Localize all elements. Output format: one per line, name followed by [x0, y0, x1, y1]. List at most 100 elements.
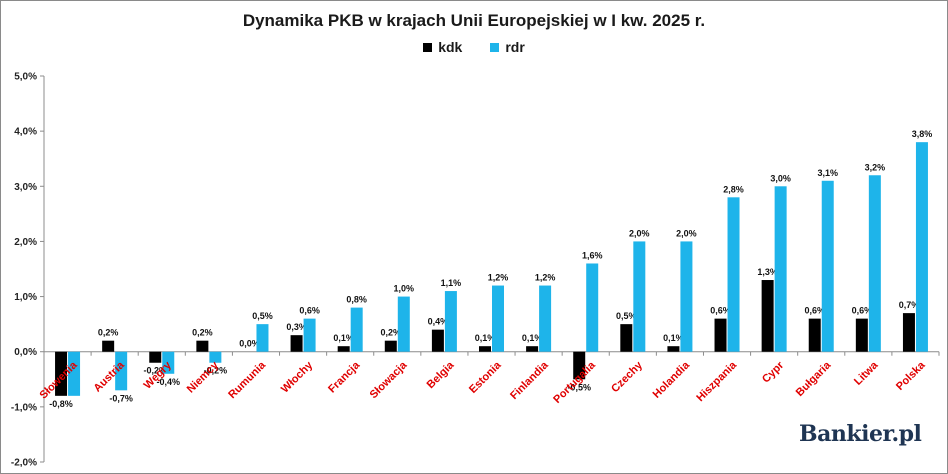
legend-label-kdk: kdk [438, 39, 463, 55]
bar-kdk [290, 335, 303, 352]
y-tick-label: 4,0% [14, 127, 37, 138]
category-label: Czechy [609, 359, 645, 395]
bar-kdk [431, 329, 444, 352]
data-label-rdr: 1,6% [582, 250, 603, 260]
bar-kdk [620, 324, 633, 352]
bar-rdr [256, 324, 269, 352]
bar-kdk [714, 318, 727, 352]
data-label-kdk: 1,3% [757, 267, 778, 277]
y-tick-label: -2,0% [11, 458, 37, 469]
data-label-kdk: 0,0% [239, 339, 260, 349]
data-label-rdr: 3,1% [817, 168, 838, 178]
category-label: Litwa [852, 359, 881, 388]
bar-rdr [868, 175, 881, 352]
legend-label-rdr: rdr [505, 39, 525, 55]
bar-rdr [115, 351, 128, 391]
data-label-rdr: -0,2% [204, 366, 228, 376]
data-label-kdk: 0,1% [475, 333, 496, 343]
legend-item-kdk: kdk [423, 39, 462, 55]
category-label: Estonia [467, 359, 504, 396]
y-tick-label: 0,0% [14, 347, 37, 358]
data-label-rdr: 0,5% [252, 311, 273, 321]
bar-kdk [55, 351, 68, 396]
data-label-kdk: 0,6% [852, 306, 873, 316]
bar-rdr [727, 197, 740, 352]
data-label-kdk: 0,7% [899, 300, 920, 310]
bar-rdr [350, 307, 363, 352]
bar-kdk [384, 340, 397, 352]
bar-rdr [915, 142, 928, 352]
data-label-rdr: -0,4% [157, 377, 181, 387]
bar-rdr [539, 285, 552, 352]
data-label-rdr: 0,8% [346, 295, 367, 305]
data-label-rdr: 2,0% [676, 228, 697, 238]
category-label: Niemcy [185, 359, 222, 396]
bar-rdr [303, 318, 316, 352]
category-label: Włochy [279, 359, 316, 396]
bar-rdr [821, 180, 834, 352]
data-label-kdk: 0,2% [98, 328, 119, 338]
data-label-rdr: 0,6% [299, 306, 320, 316]
bar-rdr [586, 263, 599, 352]
data-label-rdr: 3,8% [912, 129, 933, 139]
y-tick-label: -1,0% [11, 402, 37, 413]
legend-swatch-kdk [423, 42, 433, 52]
data-label-kdk: 0,1% [522, 333, 543, 343]
y-tick-label: 1,0% [14, 292, 37, 303]
data-label-kdk: 0,6% [710, 306, 731, 316]
bar-kdk [808, 318, 821, 352]
data-label-rdr: 1,0% [394, 284, 415, 294]
data-label-rdr: 2,8% [723, 184, 744, 194]
category-label: Belgia [425, 359, 457, 391]
data-label-kdk: 0,3% [286, 322, 307, 332]
bar-rdr [68, 351, 81, 396]
bar-kdk [573, 351, 586, 380]
y-tick-label: 2,0% [14, 237, 37, 248]
data-label-rdr: 1,2% [535, 273, 556, 283]
bankier-logo: Bankier.pl [799, 421, 922, 447]
data-label-rdr: 3,0% [770, 173, 791, 183]
data-label-kdk: 0,2% [192, 328, 213, 338]
data-label-rdr: 2,0% [629, 228, 650, 238]
category-label: Rumunia [226, 359, 268, 401]
data-label-rdr: 1,2% [488, 273, 509, 283]
data-label-kdk: 0,2% [381, 328, 402, 338]
bar-kdk [526, 346, 539, 352]
data-label-kdk: -0,8% [49, 399, 73, 409]
bar-rdr [774, 186, 787, 352]
data-label-kdk: -0,5% [567, 382, 591, 392]
data-label-kdk: 0,1% [663, 333, 684, 343]
bar-kdk [761, 280, 774, 352]
data-label-kdk: 0,5% [616, 311, 637, 321]
chart-title: Dynamika PKB w krajach Unii Europejskiej… [242, 11, 706, 30]
category-label: Francja [326, 359, 363, 396]
data-label-kdk: 0,4% [428, 317, 449, 327]
legend-swatch-rdr [490, 42, 500, 52]
bar-rdr [162, 351, 175, 374]
chart-legend: kdk rdr [1, 39, 947, 55]
bar-kdk [855, 318, 868, 352]
bar-kdk [667, 346, 680, 352]
bar-kdk [149, 351, 162, 363]
y-tick-label: 5,0% [14, 72, 37, 83]
data-label-rdr: 1,1% [441, 278, 462, 288]
bar-rdr [492, 285, 504, 352]
legend-item-rdr: rdr [490, 39, 525, 55]
data-label-kdk: 0,6% [804, 306, 825, 316]
y-tick-label: 3,0% [14, 182, 37, 193]
category-label: Holandia [651, 359, 693, 401]
bar-kdk [196, 340, 209, 352]
data-label-rdr: -0,7% [109, 393, 133, 403]
data-label-kdk: 0,1% [333, 333, 354, 343]
bar-rdr [397, 296, 410, 352]
category-label: Finlandia [508, 359, 551, 402]
bar-rdr [680, 241, 693, 352]
category-label: Polska [894, 359, 928, 393]
bar-kdk [337, 346, 350, 352]
bar-kdk [902, 313, 915, 352]
category-label: Hiszpania [694, 359, 739, 404]
bar-kdk [479, 346, 491, 352]
category-label: Cypr [760, 359, 787, 386]
